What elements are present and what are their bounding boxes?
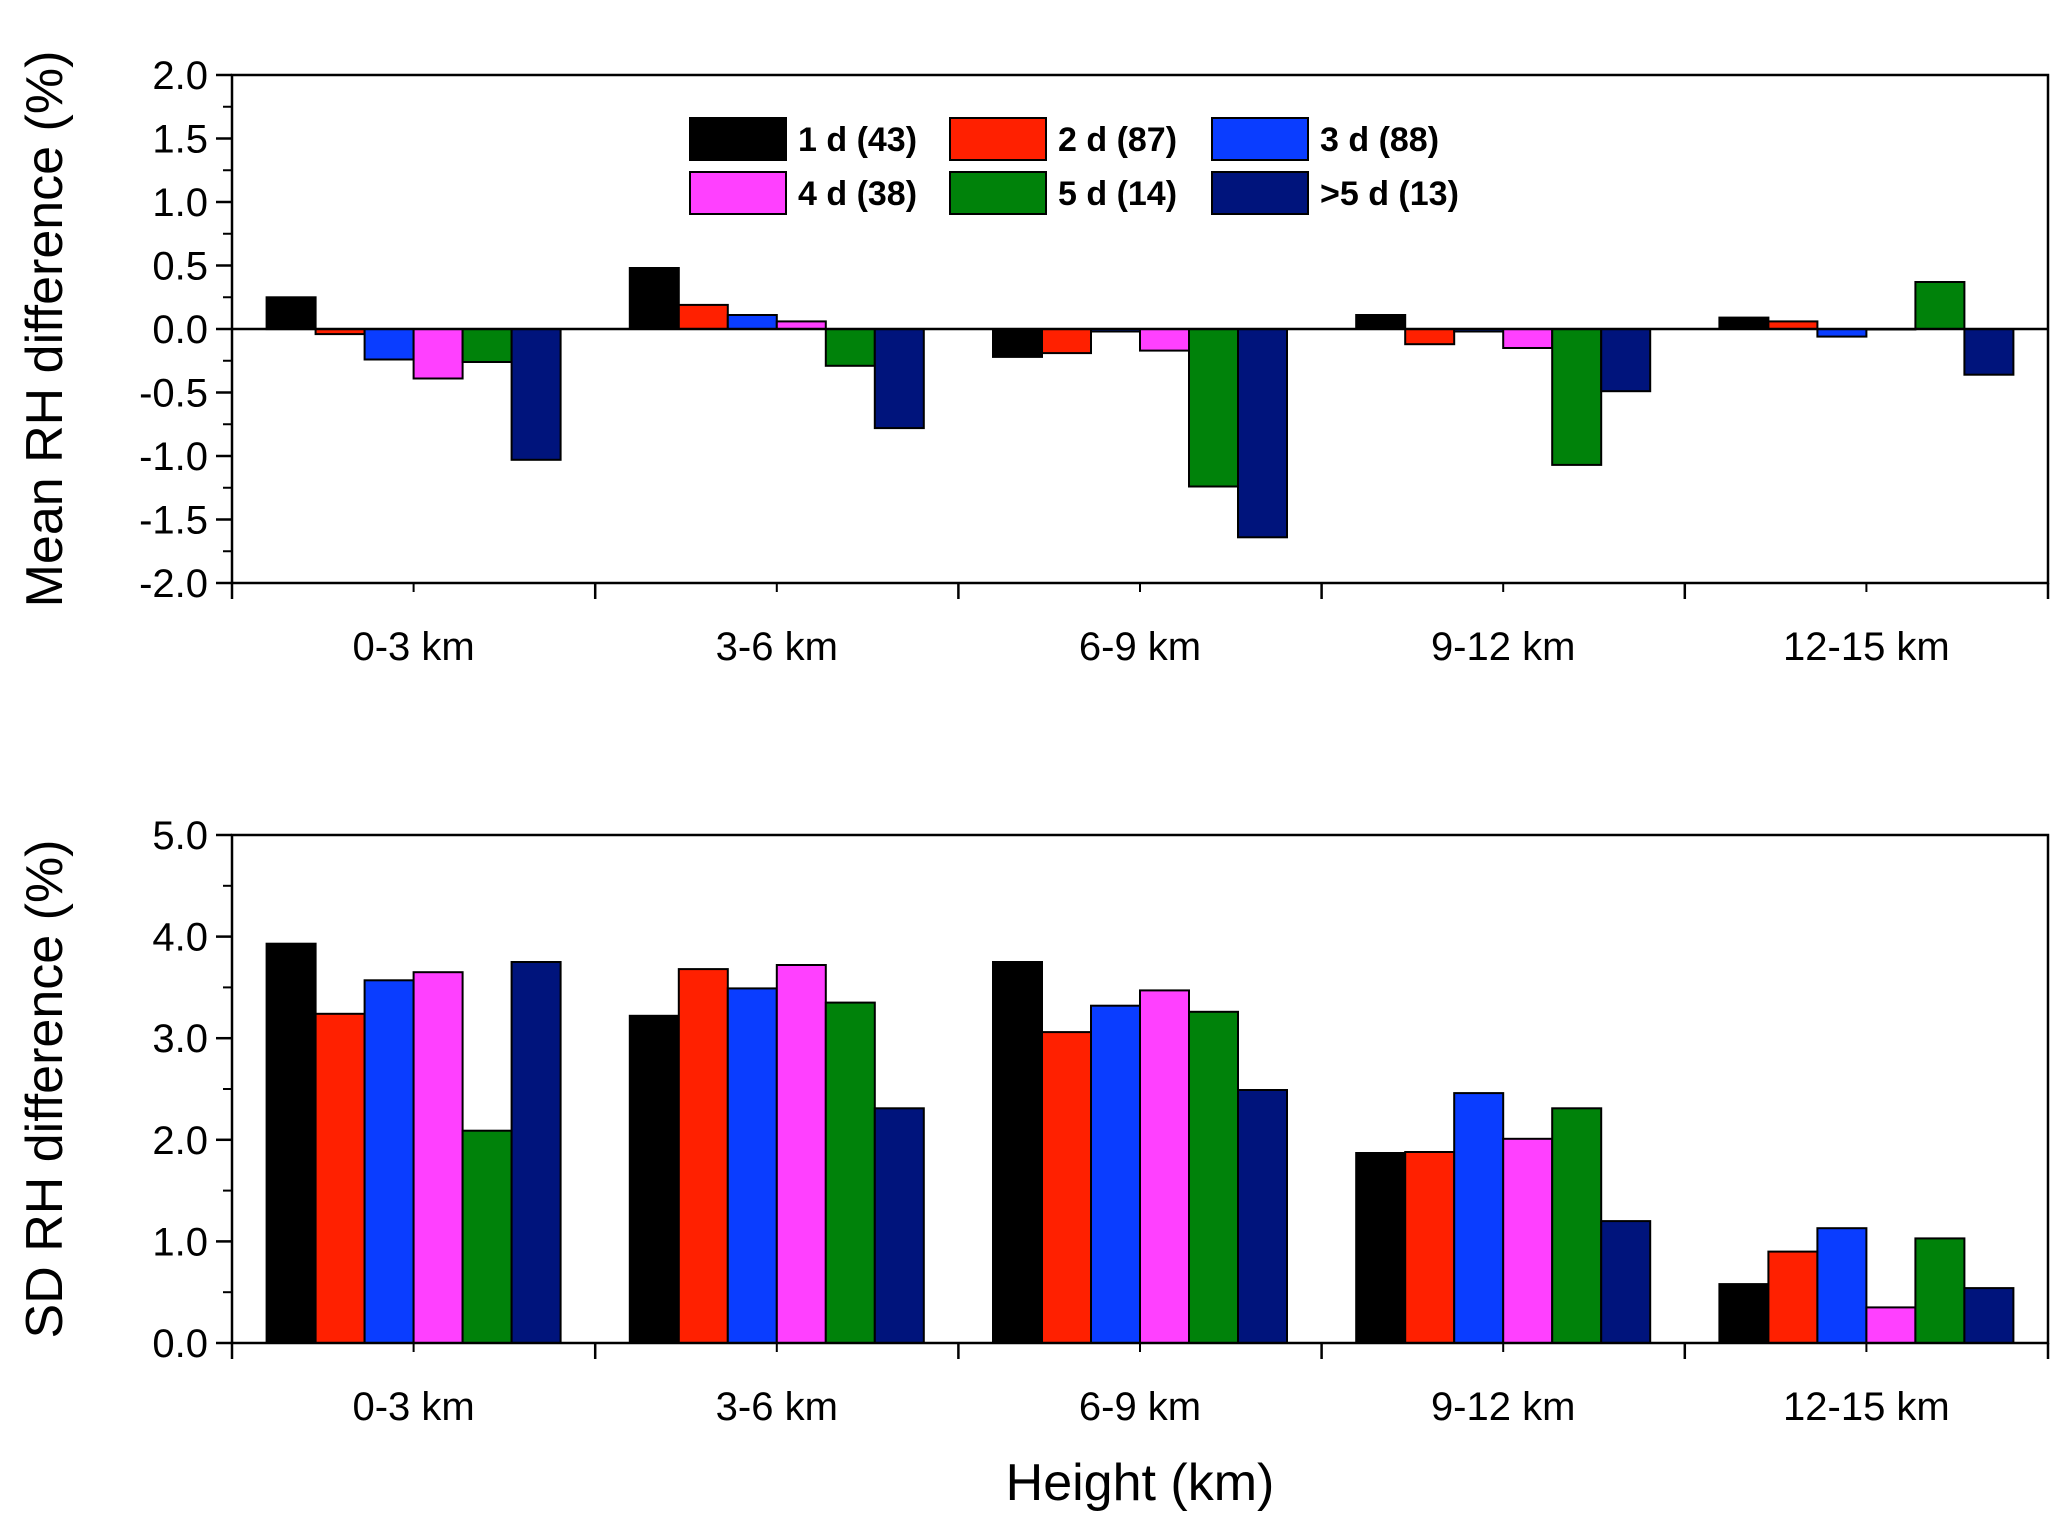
bar-1-4 <box>1355 1152 1407 1344</box>
legend-swatch <box>949 117 1047 161</box>
bar-6-2 <box>873 328 925 430</box>
bar-5-3 <box>1188 328 1239 488</box>
bar-5-1 <box>461 1129 513 1344</box>
y-tick-label: 2.0 <box>152 54 208 98</box>
bar-5-3 <box>1188 1010 1239 1344</box>
bar-2-3 <box>1041 328 1092 355</box>
bar-4-1 <box>412 328 464 380</box>
bar-2-5 <box>1767 1250 1819 1344</box>
bar-1-3 <box>992 961 1043 1344</box>
bar-6-3 <box>1237 1089 1288 1344</box>
bar-4-3 <box>1139 989 1190 1345</box>
y-tick-label: -1.5 <box>139 499 208 543</box>
legend-swatch <box>689 117 787 161</box>
legend-swatch <box>949 171 1047 215</box>
legend-swatch <box>1211 171 1309 215</box>
sd-rh-difference-chart: 0.0 1.0 2.0 3.0 4.0 5.0 0-3 km 3-6 km 6-9 km 9-12… <box>16 814 2050 1512</box>
bar-4-1 <box>412 971 464 1344</box>
bar-6-1 <box>510 328 562 461</box>
bar-6-4 <box>1600 1220 1652 1344</box>
y-axis-title: Mean RH difference (%) <box>16 51 74 608</box>
y-tick-label: 5.0 <box>152 814 208 858</box>
y-tick-label: 0.0 <box>152 308 208 352</box>
bar-1-2 <box>628 267 680 330</box>
bar-1-1 <box>265 296 317 331</box>
legend-label: 4 d (38) <box>798 175 917 213</box>
bar-6-4 <box>1600 328 1652 393</box>
bar-2-1 <box>314 1012 366 1344</box>
x-axis-title: Height (km) <box>1006 1454 1275 1512</box>
legend-swatch <box>1211 117 1309 161</box>
bar-4-4 <box>1502 328 1554 349</box>
bar-1-1 <box>265 942 317 1344</box>
bar-5-4 <box>1551 328 1603 466</box>
bar-5-5 <box>1914 1237 1966 1345</box>
bar-3-2 <box>726 987 778 1345</box>
bar-2-4 <box>1404 1151 1456 1344</box>
x-tick-label: 9-12 km <box>1431 1385 1576 1429</box>
x-tick-label: 6-9 km <box>1079 1385 1201 1429</box>
x-tick-label: 9-12 km <box>1431 625 1576 669</box>
bar-4-2 <box>775 964 827 1344</box>
legend-label: 1 d (43) <box>798 121 917 159</box>
bar-6-3 <box>1237 328 1288 539</box>
bar-6-1 <box>510 961 562 1344</box>
bar-4-5 <box>1865 1306 1917 1345</box>
y-tick-label: 1.0 <box>152 181 208 225</box>
y-tick-label: -1.0 <box>139 435 208 479</box>
bar-6-5 <box>1963 1287 2015 1344</box>
bar-1-2 <box>628 1014 680 1344</box>
y-tick-label: 1.5 <box>152 118 208 162</box>
bar-2-4 <box>1404 328 1456 346</box>
bar-1-3 <box>992 328 1043 358</box>
x-tick-label: 3-6 km <box>716 625 838 669</box>
bar-3-5 <box>1816 1227 1868 1344</box>
y-tick-label: 3.0 <box>152 1017 208 1061</box>
x-tick-label: 6-9 km <box>1079 625 1201 669</box>
bar-5-4 <box>1551 1107 1603 1345</box>
bar-2-2 <box>677 303 729 330</box>
y-tick-label: 0.0 <box>152 1322 208 1366</box>
x-tick-label: 12-15 km <box>1783 625 1950 669</box>
bar-5-2 <box>824 1001 876 1344</box>
bar-4-3 <box>1139 328 1190 352</box>
bar-2-2 <box>677 968 729 1344</box>
y-tick-label: 2.0 <box>152 1119 208 1163</box>
bar-6-5 <box>1963 328 2015 376</box>
bar-2-3 <box>1041 1031 1092 1344</box>
legend-label: 2 d (87) <box>1058 121 1177 159</box>
bar-3-4 <box>1453 1092 1505 1344</box>
bars <box>265 267 2015 539</box>
y-tick-label: -0.5 <box>139 372 208 416</box>
legend: 1 d (43) 2 d (87) 3 d (88) 4 d (38) 5 d (14)… <box>689 117 1459 215</box>
x-tick-label: 0-3 km <box>352 625 474 669</box>
y-tick-label: 1.0 <box>152 1220 208 1264</box>
x-tick-label: 0-3 km <box>352 1385 474 1429</box>
y-tick-label: -2.0 <box>139 562 208 606</box>
bar-3-1 <box>363 328 415 361</box>
bar-6-2 <box>873 1107 925 1345</box>
bar-5-2 <box>824 328 876 367</box>
x-tick-label: 3-6 km <box>716 1385 838 1429</box>
mean-rh-difference-chart: -2.0 -1.5 -1.0 -0.5 0.0 0.5 1.0 1.5 2.0 0-3 km 3-6… <box>16 51 2050 669</box>
bar-3-1 <box>363 979 415 1344</box>
legend-label: 3 d (88) <box>1320 121 1439 159</box>
legend-label: >5 d (13) <box>1320 175 1459 213</box>
y-tick-label: 4.0 <box>152 916 208 960</box>
bar-4-4 <box>1502 1137 1554 1345</box>
bar-3-2 <box>726 314 778 330</box>
legend-swatch <box>689 171 787 215</box>
bar-5-1 <box>461 328 513 363</box>
bars <box>265 942 2015 1345</box>
bar-5-5 <box>1914 281 1966 330</box>
legend-label: 5 d (14) <box>1058 175 1177 213</box>
x-tick-label: 12-15 km <box>1783 1385 1950 1429</box>
bar-1-4 <box>1355 314 1407 330</box>
y-tick-label: 0.5 <box>152 245 208 289</box>
bar-1-5 <box>1718 1283 1770 1344</box>
y-axis-title: SD RH difference (%) <box>16 840 74 1339</box>
bar-3-3 <box>1090 1004 1141 1344</box>
bar-1-5 <box>1718 316 1770 331</box>
